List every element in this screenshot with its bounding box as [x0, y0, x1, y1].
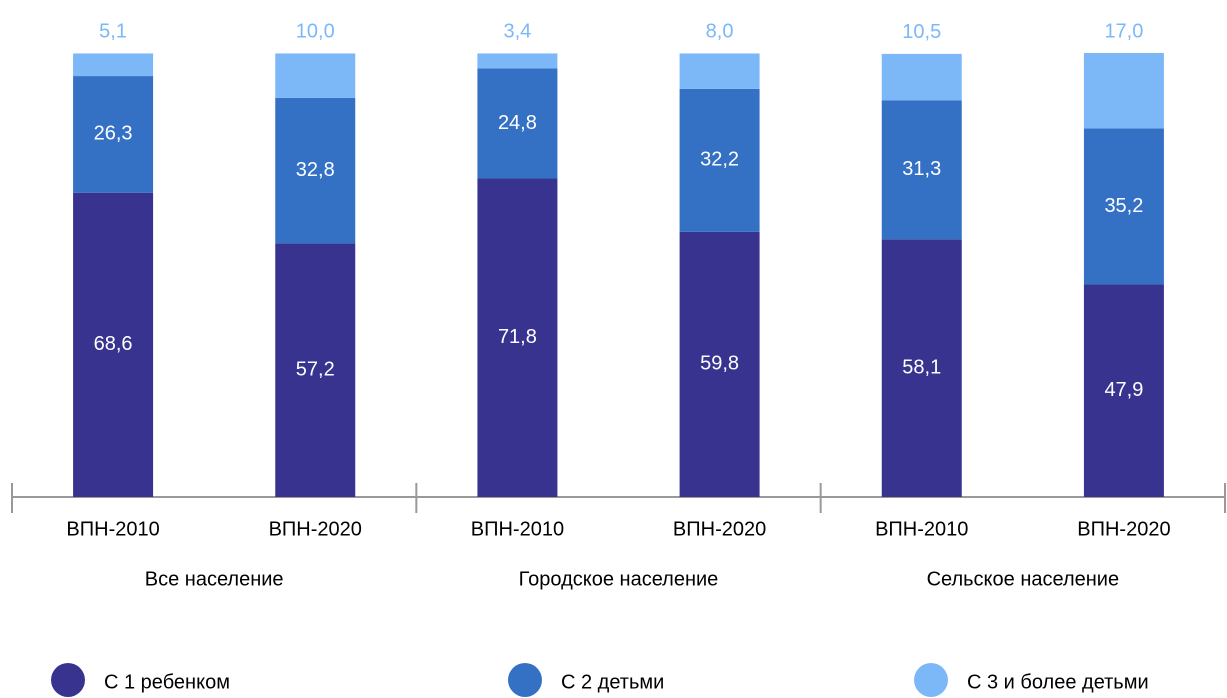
value-label: 57,2: [296, 358, 335, 380]
legend-label: С 2 детьми: [561, 671, 664, 693]
value-label: 32,2: [700, 149, 739, 171]
value-label: 10,5: [902, 21, 941, 43]
bar-segment: [679, 231, 760, 498]
bar-segment: [275, 97, 356, 244]
bar-segment: [1083, 284, 1164, 497]
value-label: 3,4: [504, 21, 532, 43]
bar-segment: [679, 88, 760, 232]
value-label: 26,3: [94, 123, 133, 145]
bar-segment: [477, 178, 558, 497]
value-label: 5,1: [99, 21, 127, 43]
bar-segment: [881, 239, 962, 497]
value-label: 68,6: [94, 333, 133, 355]
group-label: Все население: [145, 568, 284, 590]
legend-marker: [914, 663, 948, 697]
value-label: 47,9: [1104, 379, 1143, 401]
value-label: 35,2: [1104, 195, 1143, 217]
x-tick-label: ВПН-2020: [673, 518, 766, 540]
legend-marker: [51, 663, 85, 697]
bar-segment: [73, 76, 154, 193]
x-tick-label: ВПН-2020: [1077, 518, 1170, 540]
bar-segment: [477, 53, 558, 69]
legend-label: С 1 ребенком: [104, 671, 230, 693]
group-label: Сельское население: [927, 568, 1120, 590]
value-label: 59,8: [700, 353, 739, 375]
bar-segment: [1083, 53, 1164, 129]
x-tick-label: ВПН-2010: [66, 518, 159, 540]
value-label: 24,8: [498, 112, 537, 134]
value-label: 17,0: [1104, 20, 1143, 42]
value-label: 58,1: [902, 356, 941, 378]
bar-segment: [679, 53, 760, 89]
value-label: 71,8: [498, 326, 537, 348]
value-label: 31,3: [902, 158, 941, 180]
bar-segment: [477, 68, 558, 179]
legend-marker: [508, 663, 542, 697]
legend-label: С 3 и более детьми: [967, 671, 1149, 693]
value-label: 8,0: [706, 21, 734, 43]
x-tick-label: ВПН-2010: [471, 518, 564, 540]
value-label: 10,0: [296, 21, 335, 43]
value-label: 32,8: [296, 159, 335, 181]
bar-segment: [1083, 128, 1164, 285]
bar-segment: [881, 100, 962, 240]
bar-segment: [881, 53, 962, 101]
bar-segment: [275, 243, 356, 497]
x-tick-label: ВПН-2010: [875, 518, 968, 540]
x-tick-label: ВПН-2020: [269, 518, 362, 540]
bar-segment: [73, 53, 154, 77]
bar-segment: [275, 53, 356, 98]
bar-segment: [73, 192, 154, 497]
group-label: Городское население: [519, 568, 719, 590]
